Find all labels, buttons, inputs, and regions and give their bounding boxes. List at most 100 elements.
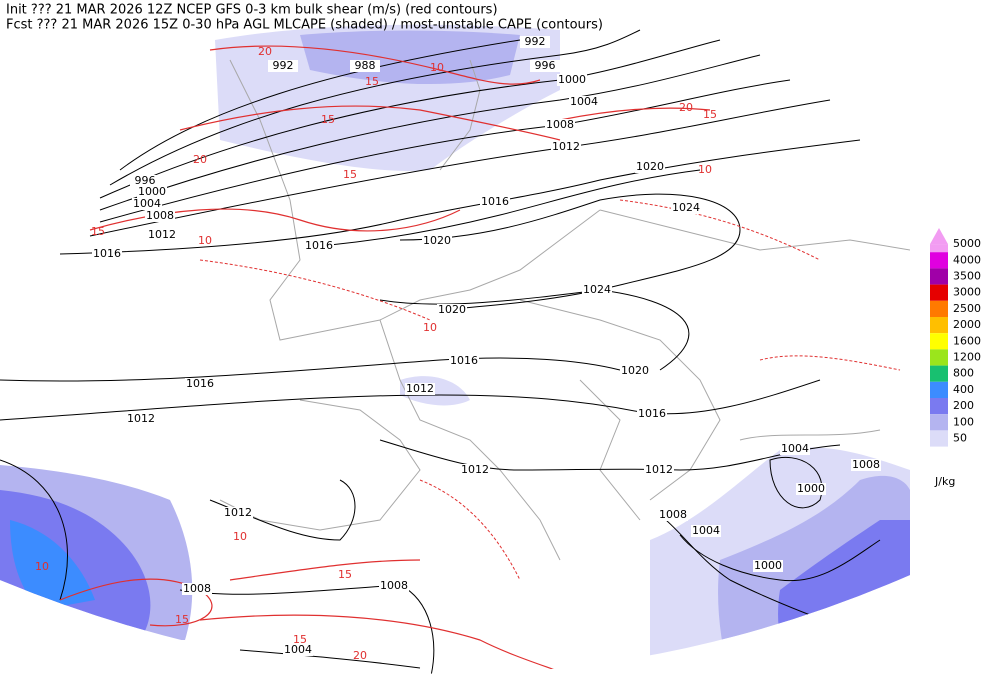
colorbar-label: 1200 bbox=[953, 351, 981, 364]
isobar-label-bg bbox=[520, 36, 550, 48]
isobar-label: 1008 bbox=[852, 458, 880, 471]
isobar-label-bg bbox=[460, 464, 490, 476]
isobar-label-bg bbox=[223, 507, 253, 519]
isobar-label: 1004 bbox=[781, 442, 809, 455]
isobar-label: 1012 bbox=[127, 412, 155, 425]
isobar-label: 1008 bbox=[659, 508, 687, 521]
isobar-label: 1020 bbox=[423, 234, 451, 247]
isobar-label: 1000 bbox=[754, 559, 782, 572]
colorbar-box bbox=[930, 333, 948, 350]
isobar-label-bg bbox=[557, 74, 587, 86]
isobar-label-bg bbox=[637, 408, 667, 420]
shear-label: 15 bbox=[175, 613, 189, 626]
shear-label: 10 bbox=[430, 61, 444, 74]
colorbar-box bbox=[930, 317, 948, 334]
isobar-label-bg bbox=[283, 644, 313, 656]
isobar-label: 1012 bbox=[148, 228, 176, 241]
isobar-label: 992 bbox=[273, 59, 294, 72]
shear-label: 15 bbox=[321, 113, 335, 126]
isobar-label: 1008 bbox=[146, 209, 174, 222]
isobar-label-bg bbox=[569, 96, 599, 108]
isobar-label-bg bbox=[635, 161, 665, 173]
isobar-label-bg bbox=[147, 229, 177, 241]
isobar-label-bg bbox=[304, 240, 334, 252]
isobar-label-bg bbox=[137, 186, 167, 198]
map-domain bbox=[0, 24, 910, 674]
isobar-label: 1012 bbox=[645, 463, 673, 476]
colorbar-label: 5000 bbox=[953, 237, 981, 250]
colorbar-box bbox=[930, 365, 948, 382]
isobar-label: 1004 bbox=[284, 643, 312, 656]
colorbar-box bbox=[930, 284, 948, 301]
isobar-label: 992 bbox=[525, 35, 546, 48]
isobar-label: 1000 bbox=[138, 185, 166, 198]
shear-label: 15 bbox=[293, 633, 307, 646]
shear-label: 15 bbox=[365, 75, 379, 88]
header-line-2: Fcst ??? 21 MAR 2026 15Z 0-30 hPa AGL ML… bbox=[6, 18, 603, 33]
colorbar-box bbox=[930, 349, 948, 366]
isobar-label-bg bbox=[582, 284, 612, 296]
shear-contours-dashed bbox=[199, 199, 901, 581]
isobar-label-bg bbox=[480, 196, 510, 208]
isobar-label-bg bbox=[753, 560, 783, 572]
colorbar-box bbox=[930, 430, 948, 447]
isobar-label-bg bbox=[379, 580, 409, 592]
colorbar-label: 400 bbox=[953, 383, 974, 396]
shear-label: 15 bbox=[338, 568, 352, 581]
colorbar-box bbox=[930, 268, 948, 285]
isobar-label: 996 bbox=[535, 59, 556, 72]
colorbar-label: 800 bbox=[953, 367, 974, 380]
isobar-label: 1012 bbox=[406, 382, 434, 395]
isobar-label: 1016 bbox=[305, 239, 333, 252]
shear-label: 10 bbox=[233, 530, 247, 543]
shear-label: 10 bbox=[698, 163, 712, 176]
shear-label: 20 bbox=[679, 101, 693, 114]
shear-contours bbox=[59, 45, 711, 674]
isobar-label-bg bbox=[530, 60, 560, 72]
colorbar-unit: J/kg bbox=[934, 475, 955, 488]
isobar-label: 1020 bbox=[636, 160, 664, 173]
isobar-label: 1024 bbox=[672, 201, 700, 214]
colorbar-label: 3000 bbox=[953, 286, 981, 299]
isobar-label-bg bbox=[449, 355, 479, 367]
isobar-label: 1004 bbox=[133, 197, 161, 210]
colorbar-label: 3500 bbox=[953, 270, 981, 283]
isobar-label: 1000 bbox=[558, 73, 586, 86]
shear-label: 20 bbox=[353, 649, 367, 662]
header-line-1: Init ??? 21 MAR 2026 12Z NCEP GFS 0-3 km… bbox=[6, 3, 498, 18]
colorbar-label: 50 bbox=[953, 432, 967, 445]
isobar-label-bg bbox=[92, 248, 122, 260]
isobar-label-bg bbox=[644, 464, 674, 476]
isobar-label-bg bbox=[620, 365, 650, 377]
isobar-label-bg bbox=[145, 210, 175, 222]
isobar-label: 1000 bbox=[797, 482, 825, 495]
colorbar: 5000 4000 3500 3000 2500 2000 1600 1200 800 400 20… bbox=[930, 228, 981, 488]
isobar-label: 1016 bbox=[481, 195, 509, 208]
isobar-label-bg bbox=[268, 60, 298, 72]
shear-label: 20 bbox=[258, 45, 272, 58]
colorbar-triangle bbox=[930, 228, 948, 245]
colorbar-box bbox=[930, 252, 948, 269]
isobar-label-bg bbox=[780, 443, 810, 455]
isobar-label: 1016 bbox=[186, 377, 214, 390]
isobar-label: 988 bbox=[355, 59, 376, 72]
isobar-label: 1008 bbox=[183, 582, 211, 595]
shear-label: 15 bbox=[703, 108, 717, 121]
isobar-label-bg bbox=[437, 304, 467, 316]
isobar-label: 1012 bbox=[461, 463, 489, 476]
shear-label: 10 bbox=[423, 321, 437, 334]
isobar-label: 1024 bbox=[583, 283, 611, 296]
isobar-label-bg bbox=[796, 483, 826, 495]
isobar-label: 1008 bbox=[380, 579, 408, 592]
colorbar-label: 1600 bbox=[953, 334, 981, 347]
isobar-label: 1004 bbox=[570, 95, 598, 108]
isobar-label: 1012 bbox=[552, 140, 580, 153]
colorbar-box bbox=[930, 398, 948, 415]
isobar-label: 1016 bbox=[93, 247, 121, 260]
isobar-label-bg bbox=[132, 198, 162, 210]
isobar-label: 1016 bbox=[638, 407, 666, 420]
isobar-label-bg bbox=[658, 509, 688, 521]
shear-label: 20 bbox=[193, 153, 207, 166]
isobar-label-bg bbox=[185, 378, 215, 390]
